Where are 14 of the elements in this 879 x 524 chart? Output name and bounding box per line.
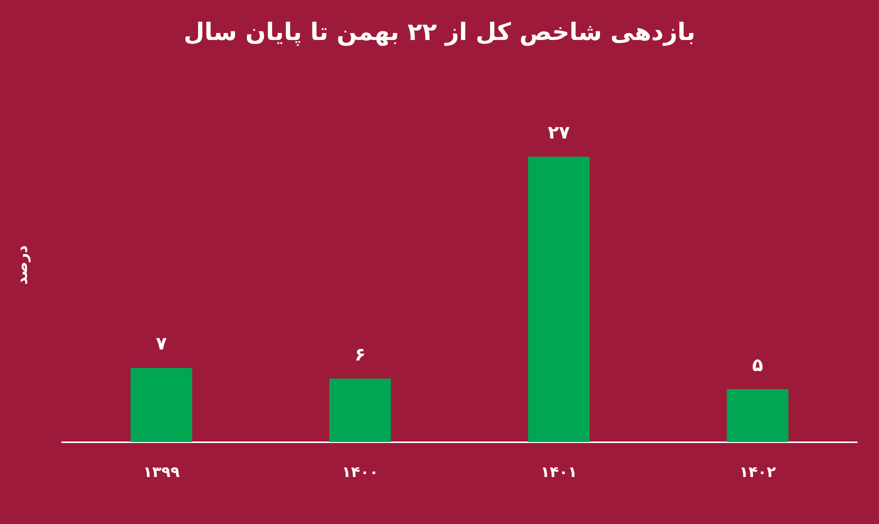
chart-title: بازدهی شاخص کل از ۲۲ بهمن تا پایان سال (182, 18, 696, 46)
data-label: ۶ (354, 344, 366, 366)
bar (726, 389, 788, 442)
x-tick-label: ۱۴۰۱ (540, 462, 578, 481)
bar (329, 378, 391, 442)
data-label: ۷ (156, 334, 167, 355)
x-tick-label: ۱۴۰۲ (739, 462, 776, 481)
y-axis-title: درصد (13, 245, 31, 285)
x-tick-label: ۱۳۹۹ (143, 462, 180, 481)
bar (130, 368, 192, 442)
x-tick-label: ۱۴۰۰ (342, 462, 378, 481)
data-label: ۲۷ (548, 122, 570, 144)
data-label: ۵ (752, 354, 764, 376)
bar (528, 156, 590, 442)
